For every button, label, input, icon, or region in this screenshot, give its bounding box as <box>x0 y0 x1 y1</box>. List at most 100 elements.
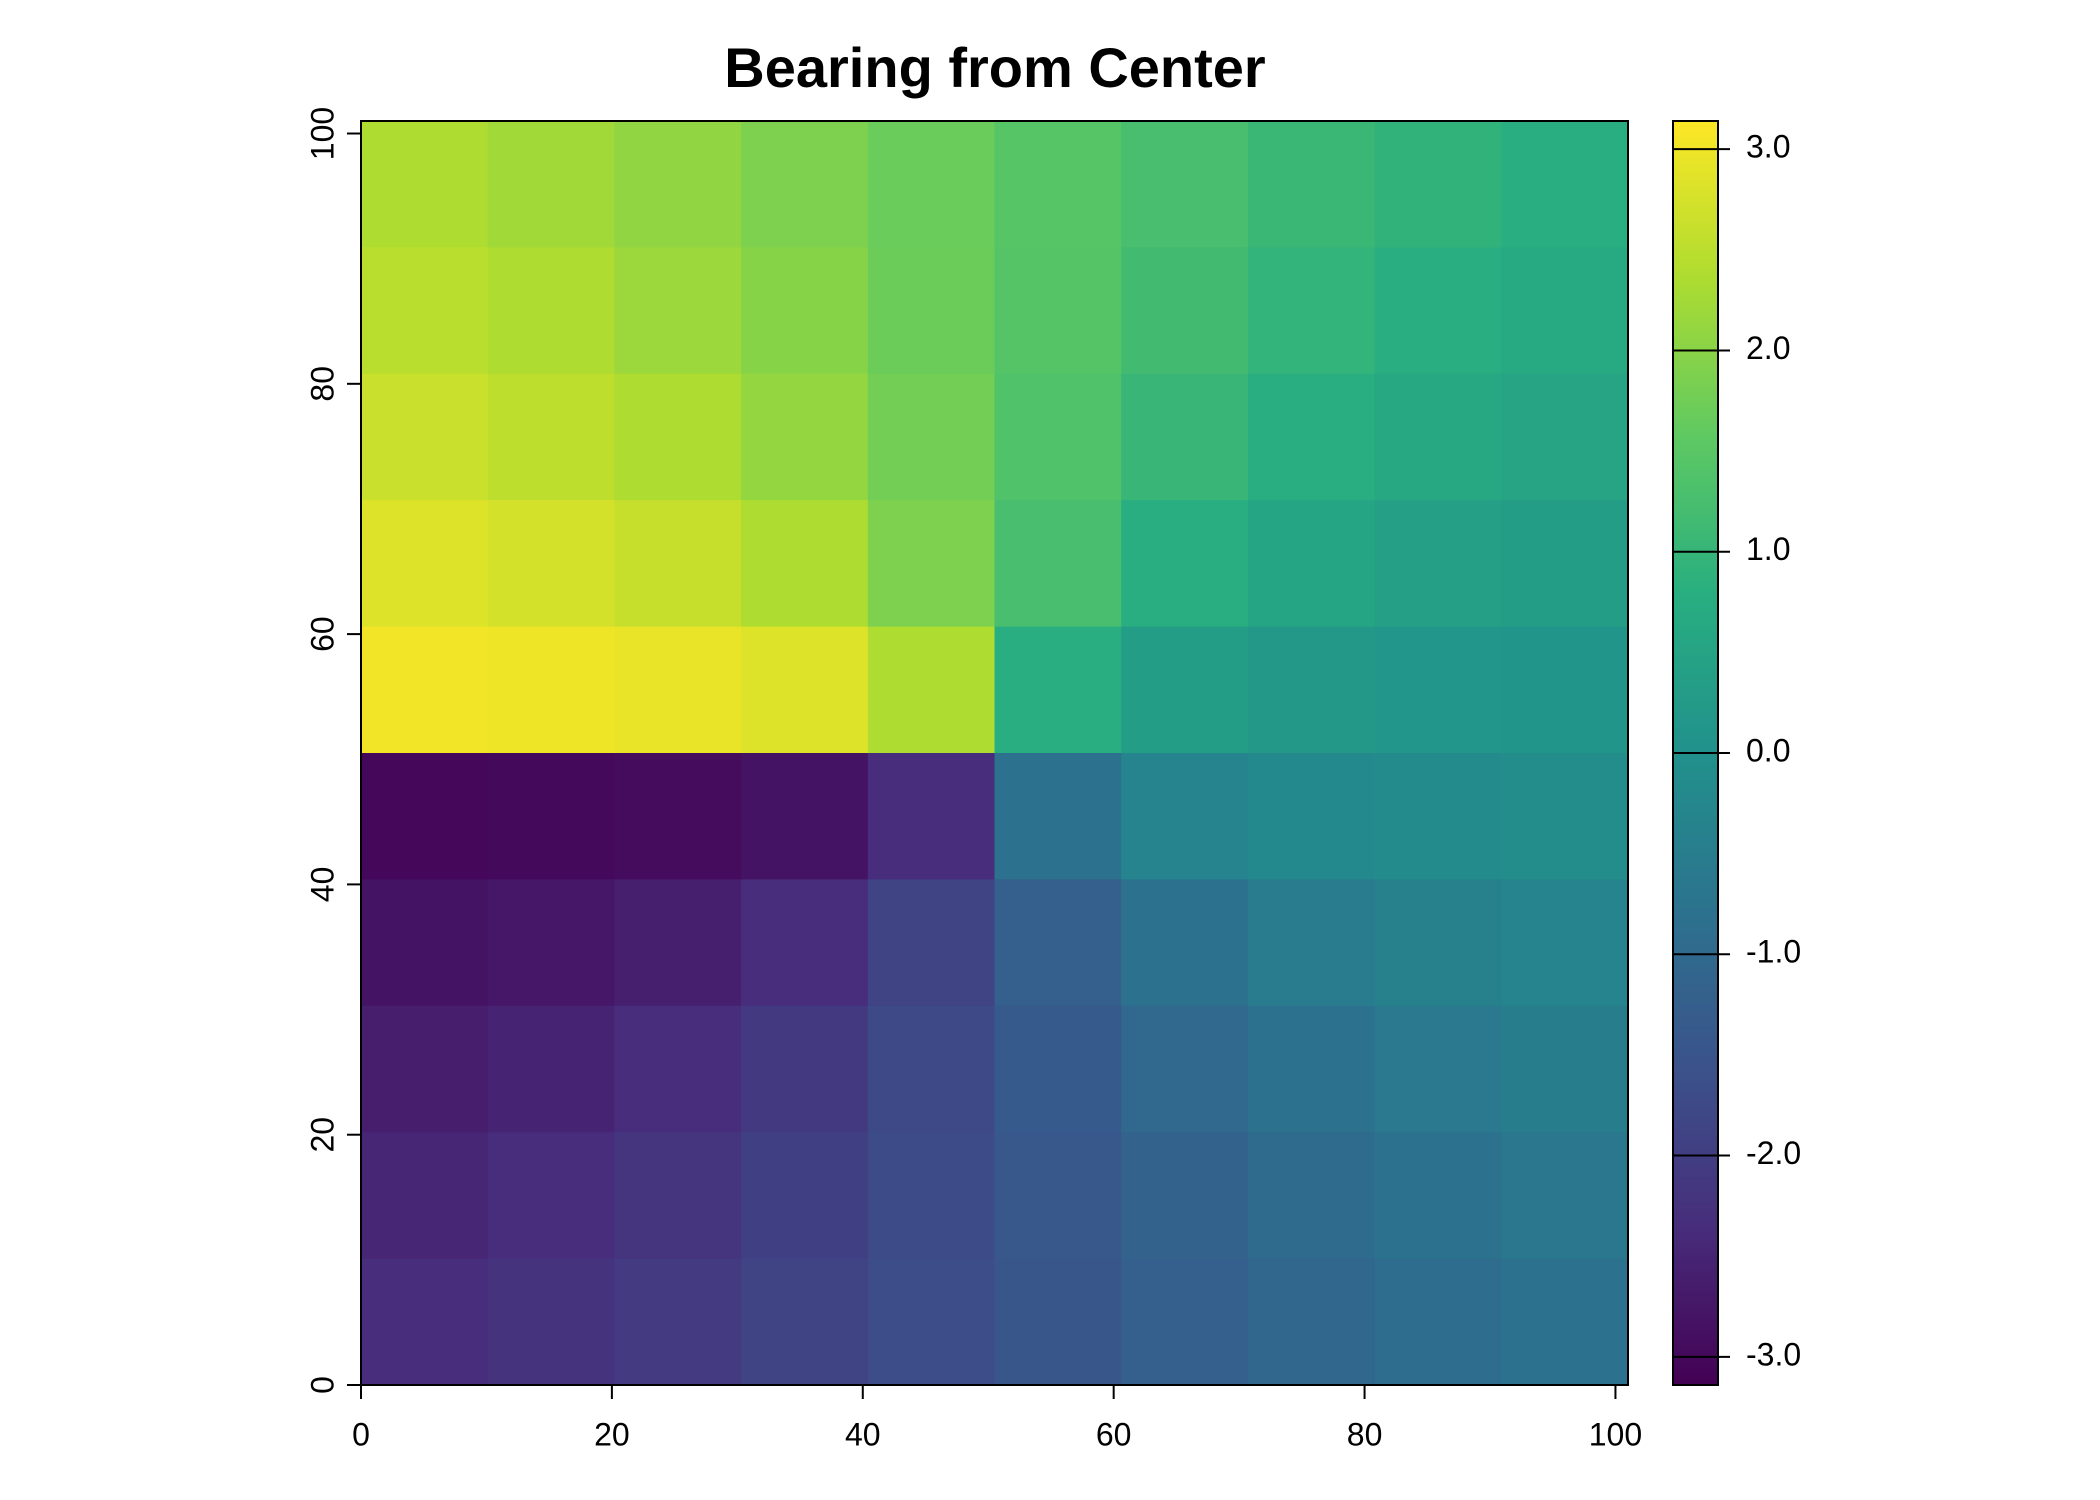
cell <box>994 247 1122 375</box>
cell <box>741 121 869 248</box>
cell <box>741 1005 869 1133</box>
colorbar-tick-label: -2.0 <box>1746 1135 1801 1171</box>
cell <box>1501 1258 1629 1386</box>
cell <box>1501 753 1629 880</box>
cell <box>867 1258 996 1386</box>
cell <box>994 1258 1122 1386</box>
cell <box>1121 1005 1249 1133</box>
cell <box>1501 879 1629 1007</box>
cell <box>867 1132 996 1260</box>
cell <box>614 1258 742 1386</box>
cell <box>487 1005 615 1133</box>
cell <box>1121 753 1249 880</box>
x-tick-label: 60 <box>1096 1416 1132 1452</box>
cell <box>487 247 615 375</box>
x-tick-label: 40 <box>845 1416 881 1452</box>
cell <box>614 1132 742 1260</box>
cell <box>1121 121 1249 248</box>
cell <box>1247 1132 1376 1260</box>
cell <box>614 247 742 375</box>
cell <box>1121 1132 1249 1260</box>
cell <box>741 500 869 628</box>
plot-frame <box>360 120 1629 1386</box>
cell <box>1501 626 1629 754</box>
colorbar-tick-label: 3.0 <box>1746 129 1790 165</box>
cell <box>1121 373 1249 501</box>
cell <box>614 121 742 248</box>
cell <box>1374 1258 1502 1386</box>
y-tick-label: 20 <box>304 1117 340 1153</box>
cell <box>1374 626 1502 754</box>
cell <box>1374 373 1502 501</box>
cell <box>741 626 869 754</box>
cell <box>1247 500 1376 628</box>
cell <box>867 121 996 248</box>
cell <box>361 1258 489 1386</box>
cell <box>994 1005 1122 1133</box>
cell <box>361 1132 489 1260</box>
cell <box>867 373 996 501</box>
x-tick-label: 100 <box>1589 1416 1642 1452</box>
cell <box>487 500 615 628</box>
cell <box>867 879 996 1007</box>
cell <box>487 373 615 501</box>
cell <box>1501 373 1629 501</box>
cell <box>1501 121 1629 248</box>
cell <box>614 373 742 501</box>
cell <box>361 626 489 754</box>
cell <box>361 500 489 628</box>
cell <box>994 879 1122 1007</box>
cell <box>487 626 615 754</box>
cell <box>361 1005 489 1133</box>
cell <box>487 121 615 248</box>
y-tick-label: 80 <box>304 366 340 402</box>
y-tick-label: 40 <box>304 867 340 903</box>
cell <box>867 626 996 754</box>
cell <box>1374 247 1502 375</box>
cell <box>614 626 742 754</box>
cell <box>994 500 1122 628</box>
cell <box>614 1005 742 1133</box>
cell <box>867 753 996 880</box>
x-tick-label: 20 <box>594 1416 630 1452</box>
cell <box>361 879 489 1007</box>
cell <box>1374 753 1502 880</box>
cell <box>741 879 869 1007</box>
cell <box>1501 1132 1629 1260</box>
cell <box>614 879 742 1007</box>
colorbar-tick-label: -1.0 <box>1746 934 1801 970</box>
y-tick-label: 100 <box>304 107 340 160</box>
colorbar-tick-label: 0.0 <box>1746 732 1790 768</box>
colorbar-tick-label: 1.0 <box>1746 531 1790 567</box>
cell <box>1374 500 1502 628</box>
cell <box>994 626 1122 754</box>
cell <box>741 1132 869 1260</box>
cell <box>1374 1005 1502 1133</box>
cell <box>1247 753 1376 880</box>
cell <box>1247 1258 1376 1386</box>
cell <box>1121 879 1249 1007</box>
cell <box>741 753 869 880</box>
cell <box>1501 247 1629 375</box>
cell <box>1247 879 1376 1007</box>
cell <box>1247 373 1376 501</box>
colorbar-tick-label: -3.0 <box>1746 1336 1801 1372</box>
cell <box>487 1132 615 1260</box>
cell <box>867 247 996 375</box>
cell <box>1374 121 1502 248</box>
cell <box>741 247 869 375</box>
cell <box>994 1132 1122 1260</box>
cell <box>1247 626 1376 754</box>
cell <box>1121 500 1249 628</box>
cell <box>994 373 1122 501</box>
cell <box>487 879 615 1007</box>
chart-title: Bearing from Center <box>724 36 1265 99</box>
x-tick-label: 80 <box>1347 1416 1383 1452</box>
cell <box>994 753 1122 880</box>
cell <box>1247 1005 1376 1133</box>
cell <box>867 1005 996 1133</box>
cell <box>614 500 742 628</box>
cell <box>487 753 615 880</box>
